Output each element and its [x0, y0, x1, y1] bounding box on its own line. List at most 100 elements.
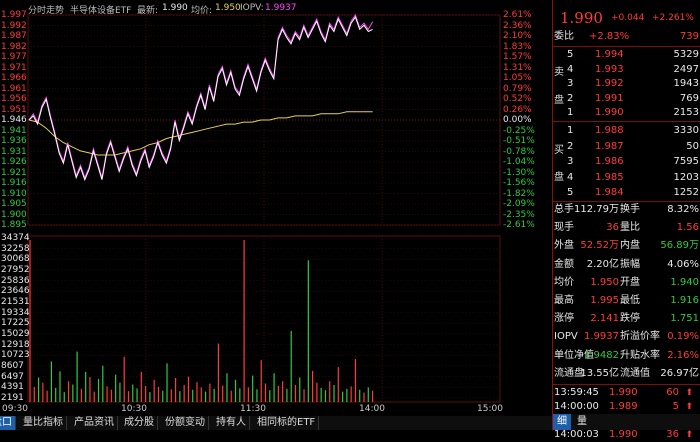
- chart-title: 分时走势: [28, 6, 65, 16]
- tab-constituents[interactable]: 成分股: [121, 416, 158, 430]
- stat-label: 总手: [554, 204, 574, 215]
- percent-tick-label: 0.26%: [503, 104, 532, 115]
- tab-pankou[interactable]: 盘口: [0, 416, 16, 430]
- tick-row[interactable]: 14:00:00 1.989 5 ⬆: [553, 400, 700, 414]
- stat-value: 1.950: [590, 276, 619, 288]
- stat-label: 最低: [620, 295, 640, 306]
- bid-row[interactable]: 4 1.985 1203: [553, 170, 700, 185]
- bid-level: 4: [567, 171, 574, 183]
- price-tick-label: 1.916: [1, 178, 27, 188]
- chart-canvas[interactable]: [0, 0, 552, 404]
- ask-level: 3: [567, 78, 574, 90]
- stat-value: 56.89万: [660, 240, 699, 252]
- bid-price: 1.984: [595, 187, 624, 199]
- price-header: 1.990 +0.044 +2.261%: [553, 7, 700, 29]
- bid-price: 1.988: [595, 125, 624, 136]
- bid-row[interactable]: 1 1.988 3330: [553, 123, 700, 138]
- bid-row[interactable]: 2 1.987 50: [553, 139, 700, 154]
- price-tick-label: 1.982: [1, 41, 27, 52]
- price-line: [28, 16, 373, 182]
- stat-label: 现手: [554, 222, 574, 234]
- percent-tick-label: -0.25%: [503, 125, 535, 136]
- latest-label: 最新:: [137, 6, 159, 16]
- tick-row[interactable]: 14:00:03 1.990 36 ⬆: [553, 428, 700, 442]
- bid-volume: 7595: [673, 156, 699, 168]
- ask-row[interactable]: 4 1.993 2497: [553, 62, 700, 77]
- detail-tab-bar: 细 量: [553, 414, 700, 430]
- tick-price: 1.990: [609, 387, 638, 398]
- iopv-value: 1.9937: [265, 3, 297, 13]
- stat-label: 升贴水率: [620, 349, 660, 361]
- percent-tick-label: 2.61%: [503, 10, 532, 20]
- stat-label: 内盘: [620, 240, 640, 252]
- sell-label-2: 盘: [554, 95, 564, 106]
- percent-tick-label: 2.10%: [503, 31, 532, 41]
- percent-tick-label: -1.56%: [503, 178, 535, 188]
- price-tick-label: 1.956: [1, 94, 27, 104]
- ask-volume: 2153: [673, 107, 699, 119]
- stat-label: 均价: [554, 276, 574, 288]
- price-tick-label: 1.900: [1, 209, 27, 220]
- stat-value: 1.995: [590, 295, 619, 306]
- stat-value: 1.751: [670, 313, 699, 325]
- ask-level: 5: [567, 49, 574, 60]
- ask-price: 1.991: [595, 92, 624, 104]
- weibi-row: 委比 +2.83% 739: [553, 28, 700, 46]
- percent-tick-label: -1.82%: [503, 188, 535, 199]
- stat-value: 4.06%: [667, 258, 699, 270]
- iopv-label: IOPV:: [240, 3, 264, 13]
- ask-row[interactable]: 1 1.990 2153: [553, 105, 700, 120]
- tab-volume[interactable]: 量: [577, 416, 587, 427]
- price-tick-label: 1.951: [1, 104, 27, 115]
- stat-value: 1.916: [670, 295, 699, 306]
- ask-volume: 2497: [673, 63, 699, 75]
- percent-tick-label: -2.35%: [503, 209, 535, 220]
- stat-row: 均价 1.950 开盘 1.940: [553, 274, 700, 292]
- price-tick-label: 1.966: [1, 73, 27, 83]
- bid-volume: 50: [686, 140, 699, 152]
- price-tick-label: 1.961: [1, 83, 27, 94]
- tab-holders[interactable]: 持有人: [213, 416, 250, 430]
- percent-tick-label: 1.31%: [503, 62, 532, 73]
- tick-row[interactable]: 13:59:45 1.990 60 ⬆: [553, 386, 700, 400]
- separator: [553, 384, 700, 385]
- stat-value: 112.79万: [574, 204, 619, 215]
- volume-tick-label: 10723: [1, 350, 30, 361]
- volume-tick-label: 17225: [1, 318, 30, 329]
- bid-row[interactable]: 5 1.984 1252: [553, 185, 700, 200]
- tab-detail[interactable]: 细: [553, 414, 571, 430]
- up-arrow-icon: ⬆: [685, 402, 693, 412]
- ask-row[interactable]: 5 1.994 5329: [553, 47, 700, 62]
- ask-level: 2: [567, 92, 574, 104]
- bid-volume: 3330: [673, 125, 699, 136]
- intraday-chart[interactable]: 分时走势 半导体设备ETF 最新: 1.990 均价: 1.950 IOPV: …: [0, 0, 552, 418]
- volume-tick-label: 4391: [1, 382, 24, 393]
- tab-volume-ratio[interactable]: 量比指标: [20, 416, 67, 430]
- stat-row: 涨停 2.141 跌停 1.751: [553, 310, 700, 328]
- tab-product-info[interactable]: 产品资讯: [71, 416, 118, 430]
- price-tick-label: 1.905: [1, 199, 27, 209]
- volume-tick-label: 12918: [1, 339, 30, 350]
- tab-share-change[interactable]: 份额变动: [162, 416, 209, 430]
- percent-tick-label: -1.30%: [503, 167, 535, 178]
- buy-label-2: 盘: [554, 172, 564, 183]
- percent-tick-label: 0.79%: [503, 83, 532, 94]
- ask-volume: 5329: [673, 49, 699, 60]
- stat-row: 流通盘 13.55亿 流通值 26.97亿: [553, 365, 700, 383]
- ask-row[interactable]: 3 1.992 1943: [553, 76, 700, 91]
- stat-value: 8.32%: [667, 204, 699, 215]
- price-tick-label: 1.997: [1, 10, 27, 20]
- tab-same-target-etf[interactable]: 相同标的ETF: [254, 416, 320, 430]
- bid-row[interactable]: 3 1.986 7595: [553, 154, 700, 169]
- ask-level: 1: [567, 107, 574, 119]
- stat-value: 1.940: [670, 276, 699, 288]
- ask-row[interactable]: 2 1.991 769: [553, 91, 700, 106]
- iopv-line: [28, 13, 374, 179]
- volume-tick-label: 19334: [1, 307, 30, 318]
- stat-row: 总手 112.79万 换手 8.32%: [553, 201, 700, 219]
- buy-label-1: 买: [554, 145, 564, 156]
- ask-price: 1.994: [595, 49, 624, 60]
- stat-row: 最高 1.995 最低 1.916: [553, 292, 700, 310]
- stat-label: 量比: [620, 222, 640, 234]
- stat-label: 流通盘: [554, 367, 584, 379]
